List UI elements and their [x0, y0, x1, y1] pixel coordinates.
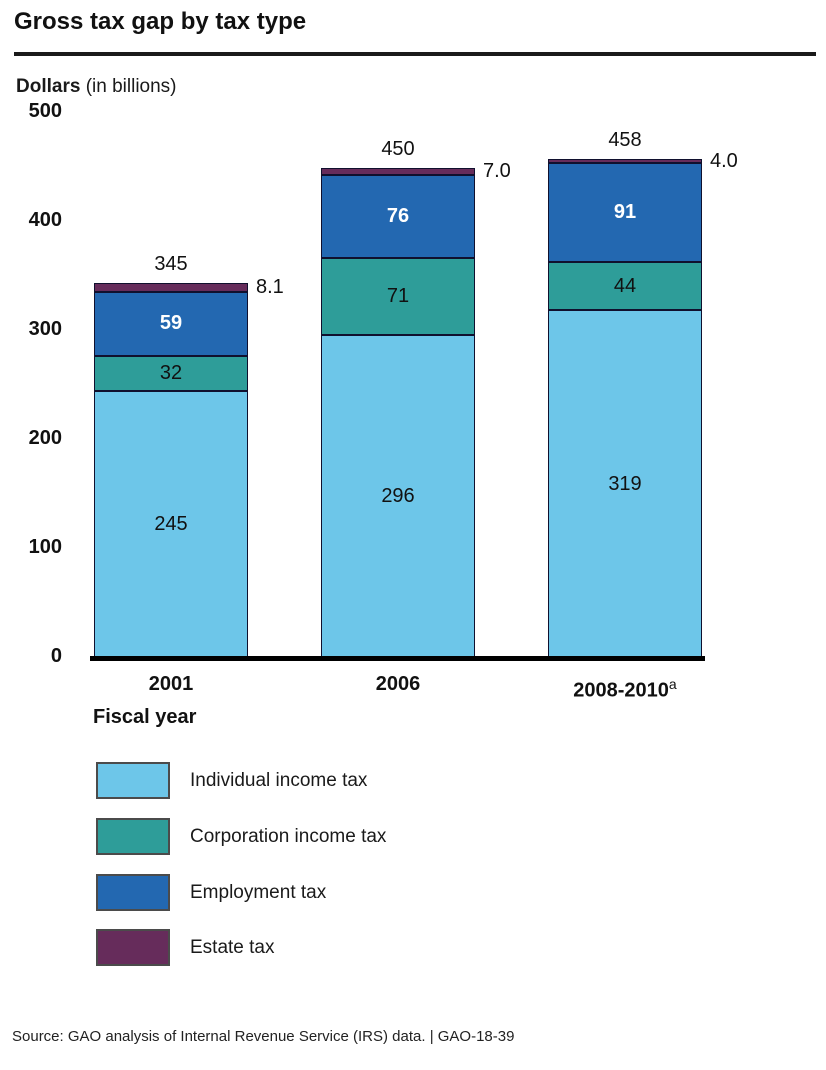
legend-label: Corporation income tax [190, 825, 387, 847]
bar-side-label: 4.0 [710, 149, 738, 172]
y-tick-label: 200 [28, 427, 62, 449]
x-tick-label: 2001 [54, 672, 288, 696]
y-axis-title-unit: Dollars [16, 76, 81, 97]
y-tick-label: 500 [28, 100, 62, 122]
x-tick-label-text: 2001 [148, 673, 194, 695]
bar-segment-value: 245 [154, 512, 188, 535]
y-axis-title: Dollars (in billions) [16, 76, 177, 98]
title-divider [14, 52, 816, 56]
bar-side-label: 7.0 [483, 160, 511, 183]
legend-row: Employment tax [96, 874, 326, 911]
bar-segment-employment-tax: 91 [548, 163, 702, 263]
bar-segment-value: 71 [386, 285, 410, 308]
x-tick-footnote-marker: a [668, 676, 677, 692]
y-tick-label: 100 [28, 536, 62, 558]
bar-segment-value: 296 [381, 485, 415, 508]
bar-segment-corporation-income-tax: 32 [94, 356, 248, 391]
bar-segment-corporation-income-tax: 71 [321, 257, 475, 336]
bar-total-label: 450 [381, 137, 415, 160]
source-note: Source: GAO analysis of Internal Revenue… [12, 1028, 515, 1045]
bar-segment-employment-tax: 76 [321, 175, 475, 258]
bar-segment-estate-tax [548, 158, 702, 164]
legend-swatch-employment-tax [96, 874, 170, 911]
bar-segment-estate-tax [94, 282, 248, 292]
bar-segment-value: 76 [386, 205, 410, 228]
legend-swatch-estate-tax [96, 929, 170, 966]
bar-segment-value: 59 [159, 312, 183, 335]
bar-segment-value: 91 [613, 201, 637, 224]
legend-row: Individual income tax [96, 762, 367, 799]
bar-side-label: 8.1 [256, 276, 284, 299]
x-axis-line [90, 656, 705, 661]
bar-segment-estate-tax [321, 167, 475, 176]
bar-segment-corporation-income-tax: 44 [548, 262, 702, 311]
legend-label: Estate tax [190, 936, 275, 958]
page-title: Gross tax gap by tax type [14, 8, 307, 35]
bar-total-label: 345 [154, 252, 188, 275]
x-tick-label: 2008-2010a [508, 672, 742, 703]
bar-segment-value: 44 [613, 274, 637, 297]
x-axis-title: Fiscal year [93, 706, 197, 728]
legend-row: Corporation income tax [96, 818, 386, 855]
x-tick-label-text: 2006 [375, 673, 421, 695]
bar-segment-value: 32 [159, 362, 183, 384]
legend-swatch-corporation-income-tax [96, 818, 170, 855]
bar-segment-employment-tax: 59 [94, 291, 248, 357]
legend-label: Employment tax [190, 881, 327, 903]
x-tick-label: 2006 [281, 672, 515, 696]
y-tick-label: 400 [28, 209, 62, 231]
legend-row: Estate tax [96, 929, 275, 966]
bar-segment-individual-income-tax: 245 [94, 390, 248, 658]
y-axis-title-detail: (in billions) [80, 76, 177, 97]
legend-label: Individual income tax [190, 769, 368, 791]
x-tick-label-text: 2008-2010 [573, 679, 669, 702]
legend-swatch-individual-income-tax [96, 762, 170, 799]
bar-segment-individual-income-tax: 319 [548, 310, 702, 658]
bar-segment-value: 319 [608, 472, 642, 495]
y-tick-label: 0 [50, 645, 62, 667]
bar-segment-individual-income-tax: 296 [321, 335, 475, 658]
bar-total-label: 458 [608, 128, 642, 151]
y-tick-label: 300 [28, 318, 62, 340]
